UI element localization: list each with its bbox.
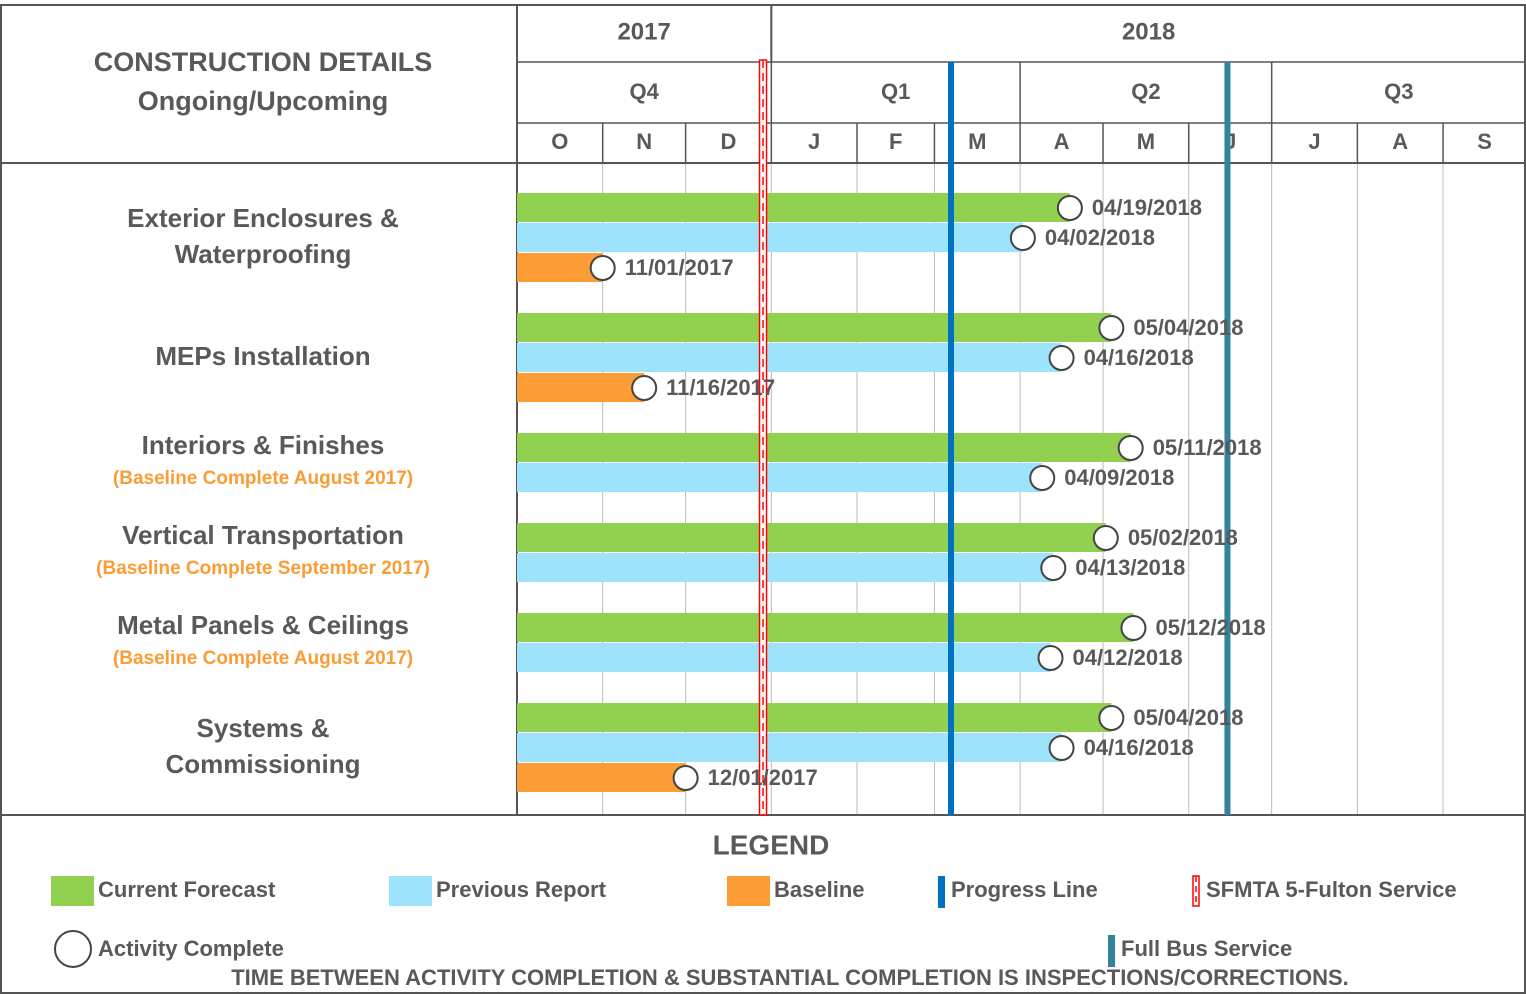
legend-title: LEGEND [713,829,830,860]
task-name: Vertical Transportation [122,520,404,550]
activity-complete [631,375,658,401]
month-label: M [1137,129,1155,154]
bar [517,433,1131,462]
bar [517,193,1070,222]
activity-complete [1029,465,1056,491]
month-label: N [636,129,652,154]
task-name: MEPs Installation [155,341,370,371]
activity-complete [1048,735,1075,761]
activity-complete [1056,195,1083,221]
legend-label: Progress Line [951,877,1098,902]
month-label: S [1477,129,1492,154]
legend-label: Activity Complete [98,936,284,961]
year-label: 2018 [1122,18,1175,45]
footnote: TIME BETWEEN ACTIVITY COMPLETION & SUBST… [231,965,1349,990]
date-label: 12/01/2017 [708,765,818,790]
month-label: J [1308,129,1320,154]
legend-swatch [54,930,92,968]
chart-title: CONSTRUCTION DETAILS [94,47,433,77]
date-label: 05/04/2018 [1133,705,1243,730]
task-name: Systems & [197,713,330,743]
bar [517,463,1043,492]
bar [517,223,1023,252]
date-label: 04/02/2018 [1045,225,1155,250]
bar [517,343,1062,372]
date-label: 05/04/2018 [1133,315,1243,340]
quarter-label: Q1 [881,79,910,104]
bar [517,253,603,282]
quarter-label: Q3 [1384,79,1413,104]
month-label: A [1392,129,1408,154]
month-label: M [968,129,986,154]
task-name: Interiors & Finishes [142,430,385,460]
activity-complete [1120,615,1147,641]
task-note: (Baseline Complete August 2017) [113,648,413,669]
task-name: Waterproofing [175,239,352,269]
legend-swatch [389,876,432,906]
date-label: 04/19/2018 [1092,195,1202,220]
bar [517,643,1051,672]
task-name: Metal Panels & Ceilings [117,610,409,640]
marker-line [1224,62,1231,815]
month-label: F [889,129,902,154]
task-note: (Baseline Complete September 2017) [96,558,430,579]
date-label: 05/11/2018 [1153,435,1262,460]
legend-swatch [1108,935,1115,967]
task-note: (Baseline Complete August 2017) [113,468,413,489]
legend-label: Current Forecast [98,877,276,902]
date-label: 05/02/2018 [1128,525,1238,550]
activity-complete [1048,345,1075,371]
task-name: Exterior Enclosures & [127,203,399,233]
activity-complete [1098,705,1125,731]
date-label: 04/16/2018 [1084,345,1194,370]
quarter-label: Q2 [1131,79,1160,104]
date-label: 04/12/2018 [1073,645,1183,670]
date-label: 11/16/2017 [666,375,775,400]
activity-complete [1098,315,1125,341]
bar [517,763,686,792]
legend-swatch [727,876,770,906]
month-label: D [721,129,737,154]
month-label: A [1054,129,1070,154]
bar [517,733,1062,762]
legend-swatch [938,876,945,908]
date-label: 04/13/2018 [1075,555,1185,580]
month-label: O [551,129,568,154]
activity-complete [589,255,616,281]
bar [517,613,1134,642]
activity-complete [1037,645,1064,671]
activity-complete [1117,435,1144,461]
legend-label: Baseline [774,877,865,902]
quarter-label: Q4 [629,79,659,104]
month-label: J [808,129,820,154]
activity-complete [1040,555,1067,581]
chart-subtitle: Ongoing/Upcoming [138,86,388,116]
marker-line [948,62,955,815]
date-label: 04/09/2018 [1064,465,1174,490]
date-label: 05/12/2018 [1155,615,1265,640]
legend-swatch [51,876,94,906]
bar [517,373,645,402]
activity-complete [672,765,699,791]
activity-complete [1092,525,1119,551]
bar [517,703,1112,732]
bar [517,313,1112,342]
year-label: 2017 [617,18,670,45]
date-label: 11/01/2017 [625,255,734,280]
legend-label: SFMTA 5-Fulton Service [1206,877,1457,902]
bar [517,553,1054,582]
legend-label: Full Bus Service [1121,936,1292,961]
legend-label: Previous Report [436,877,607,902]
date-label: 04/16/2018 [1084,735,1194,760]
activity-complete [1009,225,1036,251]
task-name: Commissioning [165,749,360,779]
bar [517,523,1106,552]
